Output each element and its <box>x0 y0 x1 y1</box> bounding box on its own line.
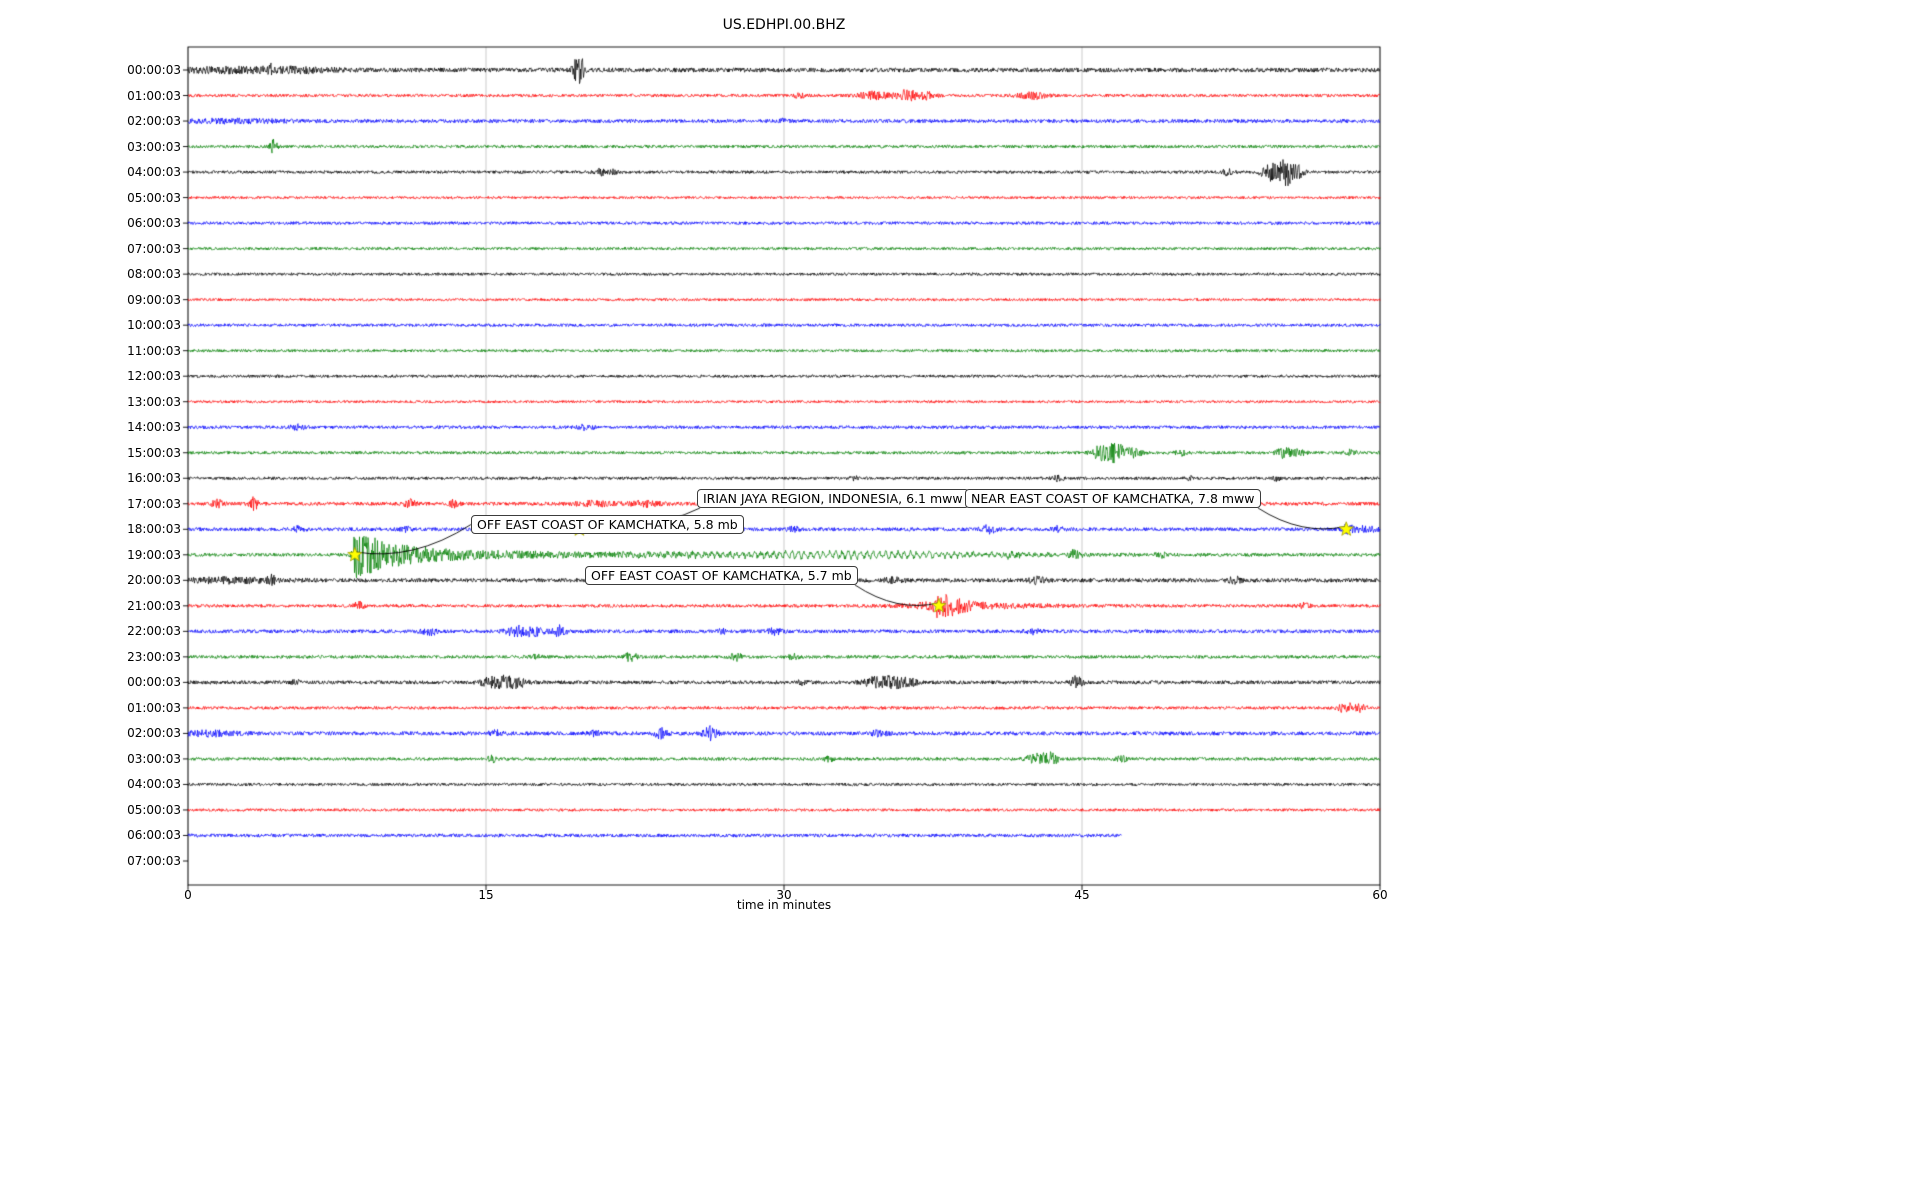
y-tick-label: 08:00:03 <box>127 267 181 282</box>
y-tick-label: 00:00:03 <box>127 675 181 690</box>
y-tick-label: 04:00:03 <box>127 165 181 180</box>
y-tick-label: 02:00:03 <box>127 114 181 129</box>
y-tick-label: 21:00:03 <box>127 598 181 613</box>
y-tick-label: 03:00:03 <box>127 139 181 154</box>
y-tick-label: 12:00:03 <box>127 369 181 384</box>
y-tick-label: 09:00:03 <box>127 292 181 307</box>
y-tick-label: 05:00:03 <box>127 190 181 205</box>
y-tick-label: 02:00:03 <box>127 726 181 741</box>
y-tick-label: 23:00:03 <box>127 649 181 664</box>
y-tick-label: 22:00:03 <box>127 624 181 639</box>
y-tick-label: 20:00:03 <box>127 573 181 588</box>
x-axis-label: time in minutes <box>736 898 832 912</box>
y-tick-label: 07:00:03 <box>127 241 181 256</box>
y-tick-label: 10:00:03 <box>127 318 181 333</box>
y-tick-label: 05:00:03 <box>127 802 181 817</box>
y-tick-label: 17:00:03 <box>127 496 181 511</box>
y-tick-label: 15:00:03 <box>127 445 181 460</box>
y-tick-label: 14:00:03 <box>127 420 181 435</box>
event-annotation-kamchatka-78: NEAR EAST COAST OF KAMCHATKA, 7.8 mww <box>965 489 1261 508</box>
y-tick-label: 19:00:03 <box>127 547 181 562</box>
y-tick-label: 11:00:03 <box>127 343 181 358</box>
x-tick-label: 45 <box>1074 888 1090 902</box>
y-tick-label: 03:00:03 <box>127 751 181 766</box>
y-tick-label: 01:00:03 <box>127 700 181 715</box>
event-annotation-kamchatka-58: OFF EAST COAST OF KAMCHATKA, 5.8 mb <box>471 515 744 534</box>
plot-title: US.EDHPI.00.BHZ <box>722 17 846 33</box>
y-tick-label: 06:00:03 <box>127 828 181 843</box>
x-tick-label: 30 <box>776 888 792 902</box>
y-tick-label: 01:00:03 <box>127 88 181 103</box>
y-tick-label: 06:00:03 <box>127 216 181 231</box>
x-tick-label: 60 <box>1372 888 1388 902</box>
y-tick-label: 16:00:03 <box>127 471 181 486</box>
y-tick-label: 13:00:03 <box>127 394 181 409</box>
event-annotation-kamchatka-57: OFF EAST COAST OF KAMCHATKA, 5.7 mb <box>585 566 858 585</box>
y-tick-label: 07:00:03 <box>127 854 181 868</box>
y-tick-label: 00:00:03 <box>127 63 181 77</box>
event-annotation-irian-jaya: IRIAN JAYA REGION, INDONESIA, 6.1 mww <box>697 489 969 508</box>
x-tick-label: 0 <box>184 888 192 902</box>
x-tick-label: 15 <box>478 888 494 902</box>
y-tick-label: 04:00:03 <box>127 777 181 792</box>
y-tick-label: 18:00:03 <box>127 522 181 537</box>
